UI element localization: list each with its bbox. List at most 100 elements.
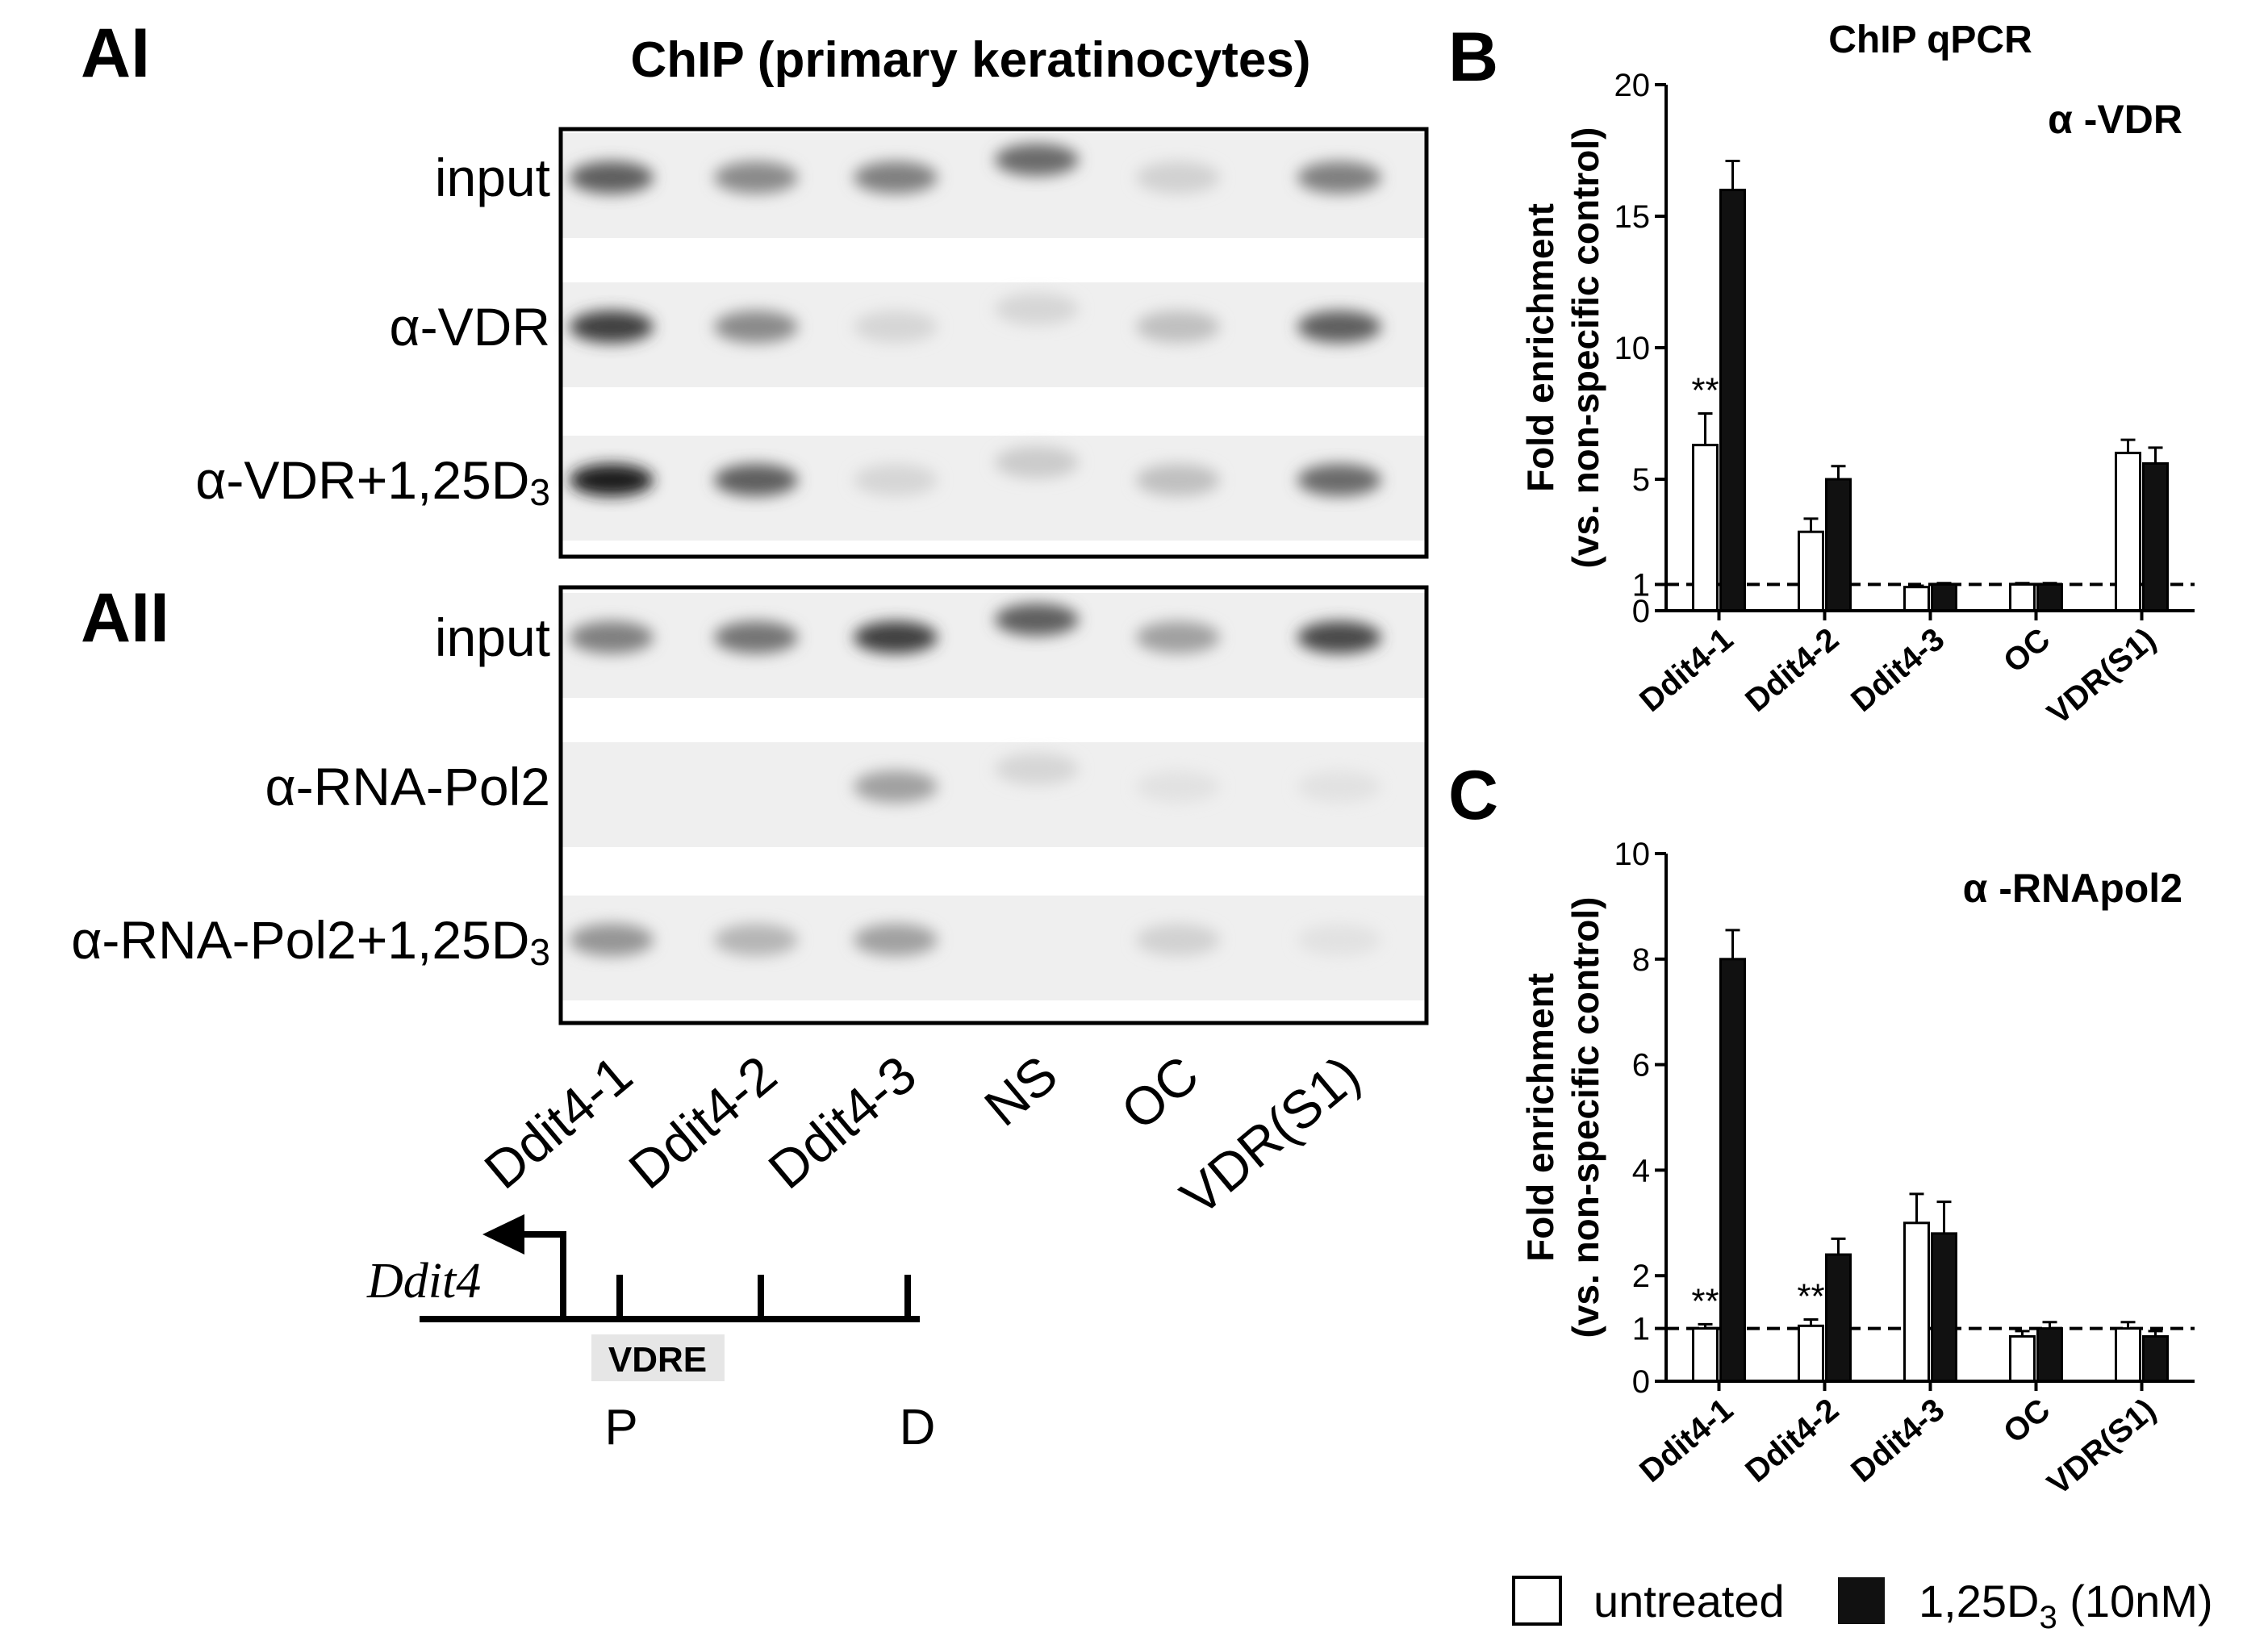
- blot-ai-band: [1297, 464, 1381, 496]
- blot-ai-row-bg: [561, 436, 1426, 541]
- blot-aii-band: [995, 603, 1079, 636]
- significance-marker: **: [1691, 371, 1719, 411]
- bar-untreated: [1692, 444, 1719, 612]
- lane-label: OC: [1110, 1044, 1209, 1141]
- bar-treated: [2142, 461, 2169, 612]
- y-tick-label: 6: [1632, 1048, 1650, 1084]
- blot-ai-band: [1136, 161, 1220, 194]
- blot-aii-row-bg: [561, 742, 1426, 847]
- y-tick-label: 0: [1632, 1364, 1650, 1400]
- y-tick-label: 8: [1632, 942, 1650, 978]
- bar-untreated: [1692, 1327, 1719, 1383]
- bar-untreated: [2009, 582, 2036, 612]
- blot-ai-band: [854, 311, 938, 343]
- vdre-label: VDRE: [608, 1340, 707, 1380]
- blot-aii-band: [995, 753, 1079, 785]
- lane-label: Ddit4-3: [757, 1044, 927, 1200]
- blot-aii-band: [1136, 924, 1220, 956]
- category-label: Ddit4-2: [1739, 1392, 1845, 1489]
- gene-schematic: Ddit4 VDRE P D: [366, 1214, 935, 1455]
- blot-ai-band: [995, 293, 1079, 325]
- legend-swatch-treated: [1838, 1577, 1885, 1624]
- blot-ai-band: [714, 161, 798, 194]
- panel-label-b: B: [1448, 19, 1498, 96]
- blot-ai-row-label: input: [435, 148, 550, 207]
- blot-aii-row-bg: [561, 896, 1426, 1000]
- blot-ai-row-label: α-VDR+1,25D3: [195, 450, 550, 513]
- bar-untreated: [1798, 1324, 1824, 1383]
- legend-swatch-untreated: [1512, 1576, 1562, 1626]
- bar-treated: [1825, 1253, 1852, 1383]
- y-axis-title: Fold enrichment(vs. non-specific control…: [1519, 897, 1606, 1338]
- blot-aii-band: [1297, 924, 1381, 956]
- blot-ai-band: [714, 311, 798, 343]
- bar-treated: [1719, 958, 1746, 1383]
- blot-aii-band: [570, 924, 654, 956]
- bar-treated: [1931, 582, 1957, 612]
- antibody-label: α -VDR: [2048, 97, 2182, 142]
- blot-ai-band: [1136, 464, 1220, 496]
- chart-title: ChIP qPCR: [1828, 19, 2032, 61]
- blot-ai-band: [995, 144, 1079, 176]
- legend: untreated 1,25D3 (10nM): [1512, 1576, 2213, 1635]
- category-label: OC: [1997, 621, 2057, 679]
- legend-label-untreated: untreated: [1593, 1576, 1785, 1626]
- blot-aii-band: [1297, 770, 1381, 803]
- lane-label: VDR(S1): [1169, 1044, 1371, 1226]
- y-tick-label: 2: [1632, 1259, 1650, 1294]
- blot-ai-row-label: α-VDR: [390, 297, 550, 357]
- legend-label-treated: 1,25D3 (10nM): [1919, 1576, 2213, 1635]
- bar-treated: [2036, 582, 2063, 612]
- bar-treated: [1931, 1232, 1957, 1383]
- blot-aii-band: [1136, 770, 1220, 803]
- p-label: P: [604, 1400, 637, 1455]
- tss-arrow: [520, 1231, 566, 1319]
- blot-ai-band: [854, 161, 938, 194]
- blot-ai-row-bg: [561, 133, 1426, 238]
- blot-ai-frame: [558, 127, 1429, 559]
- category-label: OC: [1997, 1392, 2057, 1450]
- blot-aii-row-label: α-RNA-Pol2: [265, 757, 550, 816]
- blot-aii-band: [570, 621, 654, 653]
- y-tick-label: 0: [1632, 594, 1650, 629]
- category-label: Ddit4-2: [1739, 621, 1845, 719]
- lane-label: Ddit4-2: [617, 1044, 787, 1200]
- blot-aii-band: [714, 924, 798, 956]
- y-tick-label: 1: [1632, 567, 1650, 603]
- category-label: VDR(S1): [2040, 621, 2162, 732]
- blot-ai-band: [1136, 311, 1220, 343]
- significance-marker: **: [1691, 1281, 1719, 1321]
- panel-label-c: C: [1448, 757, 1498, 834]
- blot-title: ChIP (primary keratinocytes): [630, 32, 1310, 88]
- blot-aii-band: [1136, 621, 1220, 653]
- y-tick-label: 15: [1614, 199, 1651, 235]
- y-tick-label: 10: [1614, 837, 1651, 872]
- lane-label: Ddit4-1: [473, 1044, 643, 1200]
- bar-untreated: [2115, 451, 2141, 612]
- gene-name: Ddit4: [366, 1254, 481, 1309]
- blot-panel-aii: input α-RNA-Pol2 α-RNA-Pol2+1,25D3: [71, 585, 1429, 1025]
- blot-ai-band: [1297, 161, 1381, 194]
- category-label: VDR(S1): [2040, 1392, 2162, 1502]
- panel-label-aii: AII: [81, 579, 169, 657]
- bar-treated: [2142, 1334, 2169, 1383]
- bar-untreated: [1903, 1221, 1930, 1383]
- y-tick-label: 20: [1614, 68, 1651, 103]
- y-tick-label: 1: [1632, 1312, 1650, 1347]
- blot-aii-band: [854, 924, 938, 956]
- blot-ai-row-bg: [561, 282, 1426, 387]
- category-label: Ddit4-3: [1844, 1392, 1951, 1489]
- blot-ai-band: [1297, 311, 1381, 343]
- vdre-box: [591, 1334, 725, 1381]
- bar-untreated: [1798, 530, 1824, 612]
- blot-aii-row-bg: [561, 593, 1426, 698]
- bar-treated: [1825, 478, 1852, 612]
- blot-aii-row-label: α-RNA-Pol2+1,25D3: [71, 910, 550, 973]
- blot-aii-band: [854, 621, 938, 653]
- blot-ai-band: [570, 161, 654, 194]
- panel-label-ai: AI: [81, 15, 150, 92]
- bar-treated: [2036, 1327, 2063, 1383]
